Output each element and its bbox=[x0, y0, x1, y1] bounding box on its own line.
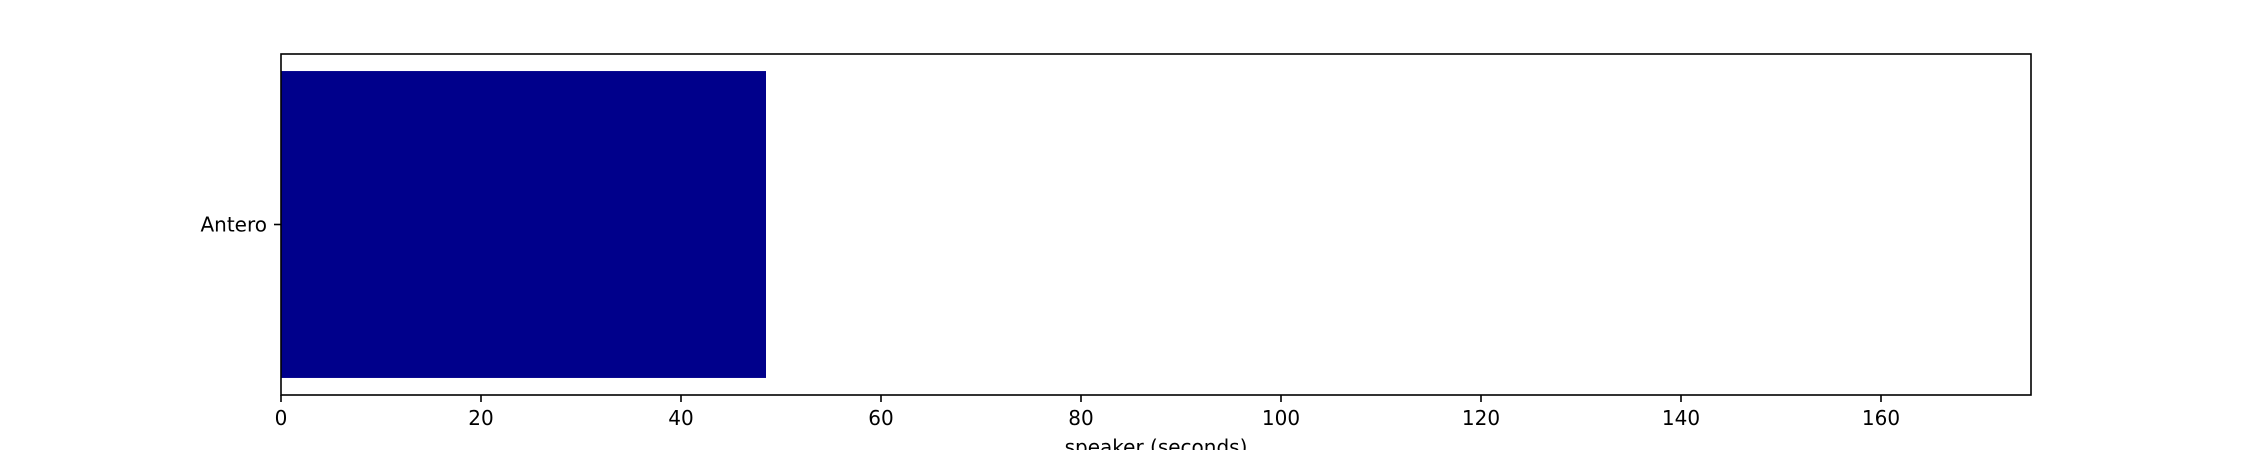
x-axis-label: speaker (seconds) bbox=[1065, 435, 1248, 450]
x-tick-label: 160 bbox=[1862, 406, 1900, 430]
x-tick-label: 0 bbox=[275, 406, 288, 430]
y-tick-label: Antero bbox=[200, 213, 267, 237]
x-tick-label: 20 bbox=[468, 406, 493, 430]
x-tick-label: 120 bbox=[1462, 406, 1500, 430]
bar-antero bbox=[281, 71, 766, 378]
x-tick-label: 40 bbox=[668, 406, 693, 430]
ticks-layer: Antero 0 20 40 60 80 100 120 140 160 bbox=[200, 213, 1900, 431]
bars-layer bbox=[281, 71, 766, 378]
x-tick-label: 140 bbox=[1662, 406, 1700, 430]
x-tick-label: 80 bbox=[1068, 406, 1093, 430]
x-tick-label: 60 bbox=[868, 406, 893, 430]
x-tick-label: 100 bbox=[1262, 406, 1300, 430]
